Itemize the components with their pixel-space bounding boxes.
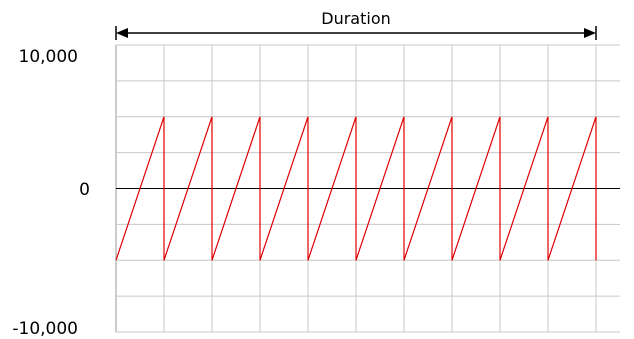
duration-label: Duration <box>321 9 391 28</box>
y-tick-label: 10,000 <box>19 47 78 67</box>
grid <box>115 26 620 333</box>
sawtooth-ramp <box>547 116 597 261</box>
sawtooth-ramp <box>355 116 405 261</box>
sawtooth-ramp <box>307 116 357 261</box>
signal-series <box>115 116 597 261</box>
sawtooth-ramp <box>259 116 309 261</box>
duration-arrow-left-head <box>116 28 128 38</box>
y-tick-label: 0 <box>79 180 90 200</box>
sawtooth-ramp <box>499 116 549 261</box>
sawtooth-ramp <box>451 116 501 261</box>
duration-arrow <box>116 28 596 38</box>
sawtooth-ramp <box>163 116 213 261</box>
y-tick-label: -10,000 <box>12 319 78 339</box>
sawtooth-ramp <box>211 116 261 261</box>
duration-arrow-right-head <box>584 28 596 38</box>
sawtooth-ramp <box>115 116 165 261</box>
sawtooth-ramp <box>403 116 453 261</box>
